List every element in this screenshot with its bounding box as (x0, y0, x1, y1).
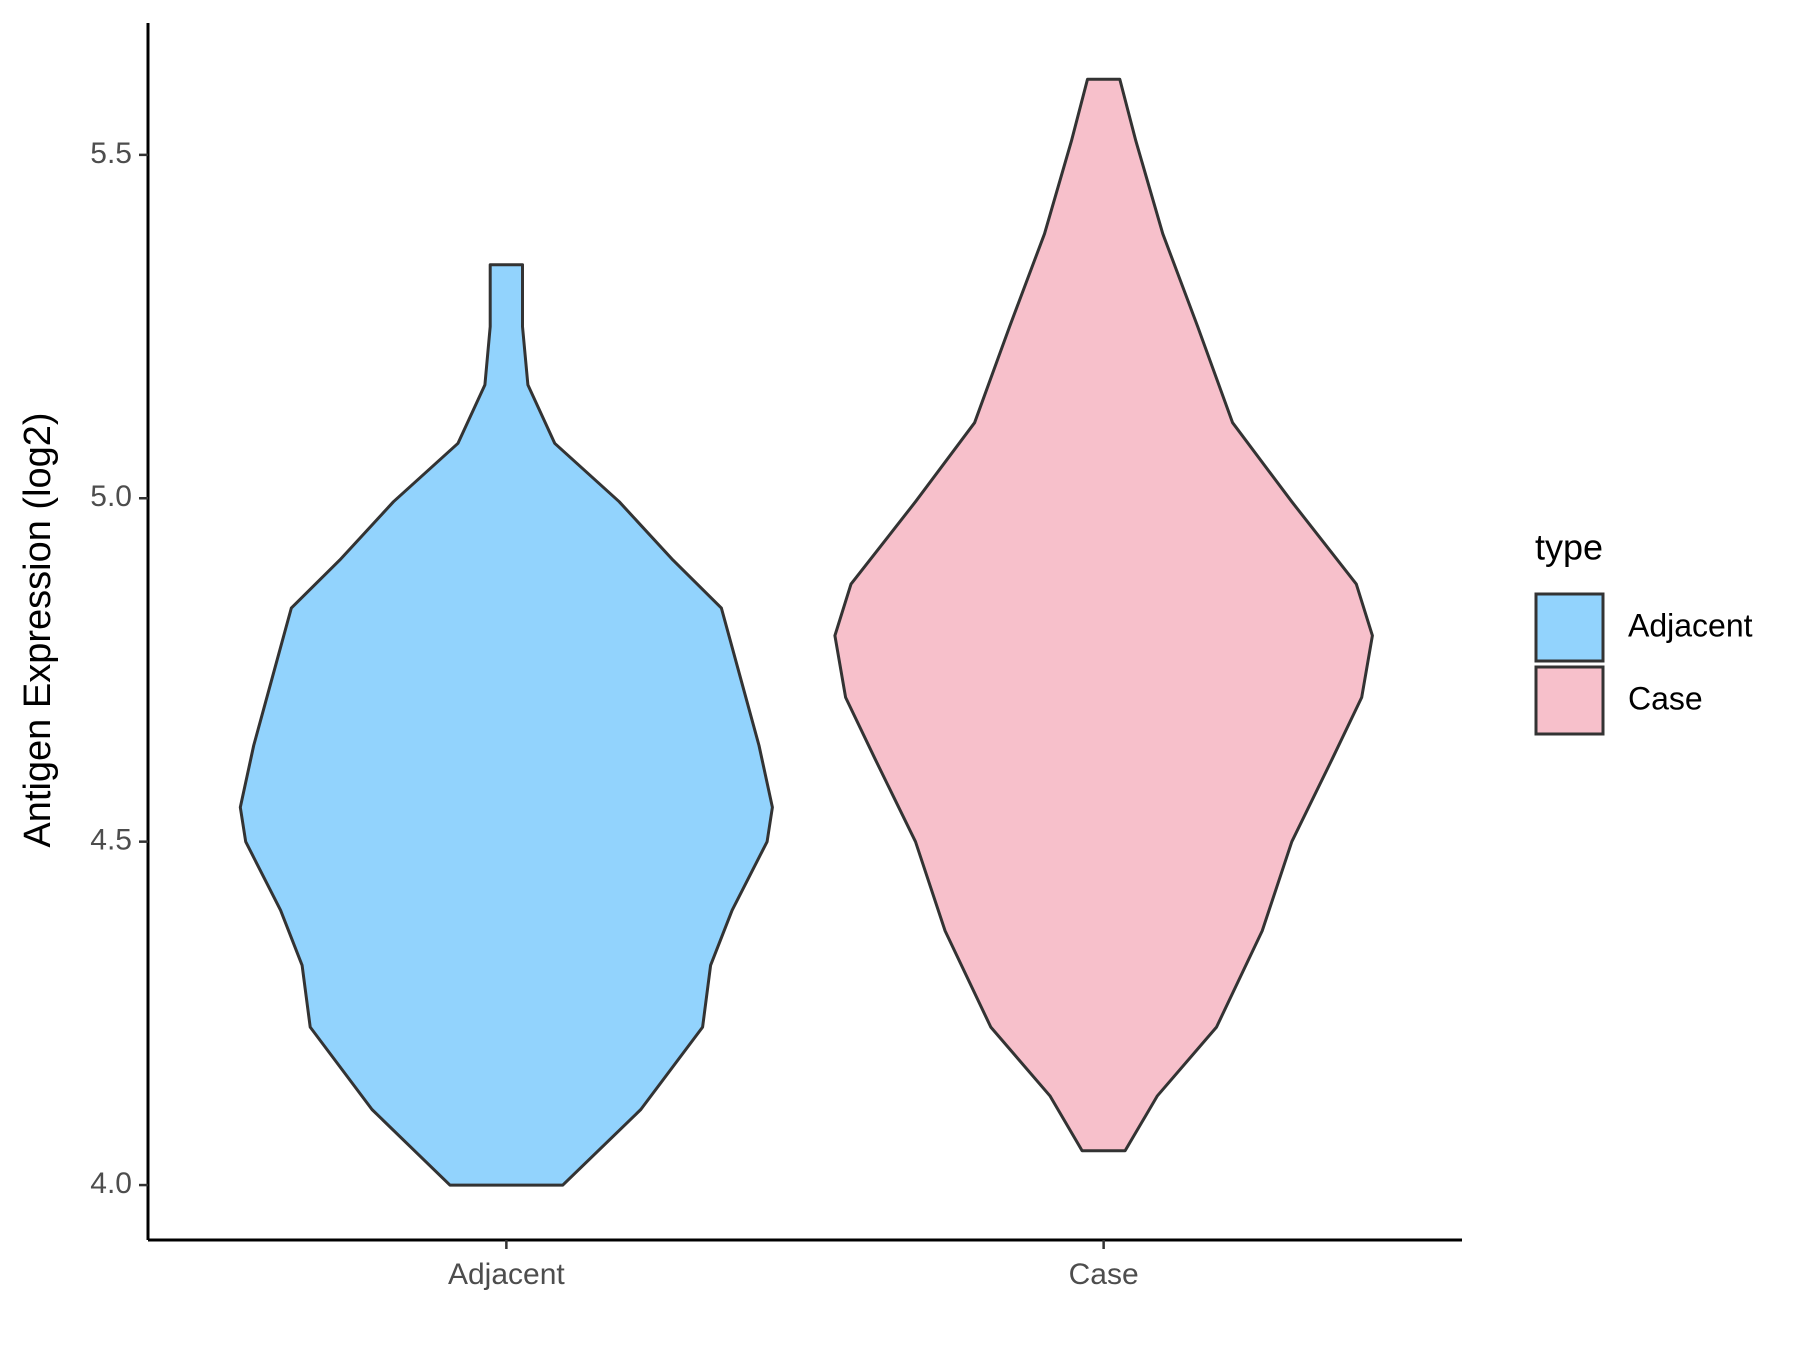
legend-title: type (1535, 527, 1603, 568)
violin (833, 77, 1374, 1153)
y-axis-title: Antigen Expression (log2) (17, 412, 59, 847)
legend-label: Case (1628, 680, 1703, 716)
x-tick-label: Adjacent (448, 1258, 565, 1291)
legend-key (1534, 592, 1605, 663)
legend-label: Adjacent (1628, 607, 1753, 643)
y-tick-label: 5.0 (90, 480, 132, 513)
y-tick-label: 4.0 (90, 1167, 132, 1200)
x-tick-label: Case (1069, 1258, 1139, 1291)
y-tick-label: 4.5 (90, 824, 132, 857)
legend-key (1534, 665, 1605, 736)
y-tick-label: 5.5 (90, 137, 132, 170)
violin (238, 263, 774, 1187)
